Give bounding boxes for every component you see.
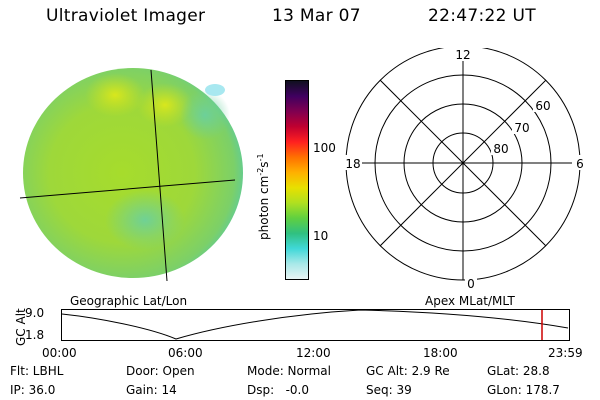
mlt-label-12: 12 <box>455 48 470 62</box>
mlt-label-0: 0 <box>467 277 475 291</box>
lat-label-60: 60 <box>535 99 550 113</box>
seq-info: Seq: 39 <box>366 383 412 397</box>
polar-grid: 12 18 6 0 60 70 80 <box>340 48 586 291</box>
door-info: Door: Open <box>126 364 195 378</box>
altitude-ytick-max: 9.0 <box>25 306 45 320</box>
dsp-info: Dsp: -0.0 <box>247 383 310 397</box>
colorbar <box>285 80 309 280</box>
time-tick-2: 12:00 <box>296 346 331 360</box>
gain-info: Gain: 14 <box>126 383 177 397</box>
time-label: 22:47:22 UT <box>428 6 536 26</box>
colorbar-tick-10: 10 <box>313 229 329 243</box>
gc-alt-info: GC Alt: 2.9 Re <box>366 364 450 378</box>
altitude-ytick-min: 1.8 <box>25 328 45 342</box>
meridian-line <box>150 69 168 282</box>
glon-info: GLon: 178.7 <box>487 383 560 397</box>
latitude-line <box>19 179 236 199</box>
mode-info: Mode: Normal <box>247 364 331 378</box>
filter-info: Flt: LBHL <box>10 364 64 378</box>
colorbar-label: photon cm-2s-1 <box>256 153 271 240</box>
time-tick-3: 18:00 <box>423 346 458 360</box>
date-label: 13 Mar 07 <box>272 6 361 26</box>
altitude-curve <box>61 309 569 340</box>
lat-label-70: 70 <box>514 121 529 135</box>
apex-label: Apex MLat/MLT <box>425 294 515 308</box>
app-title: Ultraviolet Imager <box>46 6 206 26</box>
uv-image <box>19 68 243 282</box>
colorbar-tick-100: 100 <box>313 141 336 155</box>
time-tick-4: 23:59 <box>548 346 583 360</box>
ip-info: IP: 36.0 <box>10 383 56 397</box>
mlt-label-6: 6 <box>576 157 584 171</box>
time-tick-0: 00:00 <box>42 346 77 360</box>
time-tick-1: 06:00 <box>168 346 203 360</box>
glat-info: GLat: 28.8 <box>487 364 550 378</box>
mlt-label-18: 18 <box>345 157 360 171</box>
geographic-label: Geographic Lat/Lon <box>70 294 188 308</box>
altitude-plot <box>61 309 570 341</box>
lat-label-80: 80 <box>493 142 508 156</box>
